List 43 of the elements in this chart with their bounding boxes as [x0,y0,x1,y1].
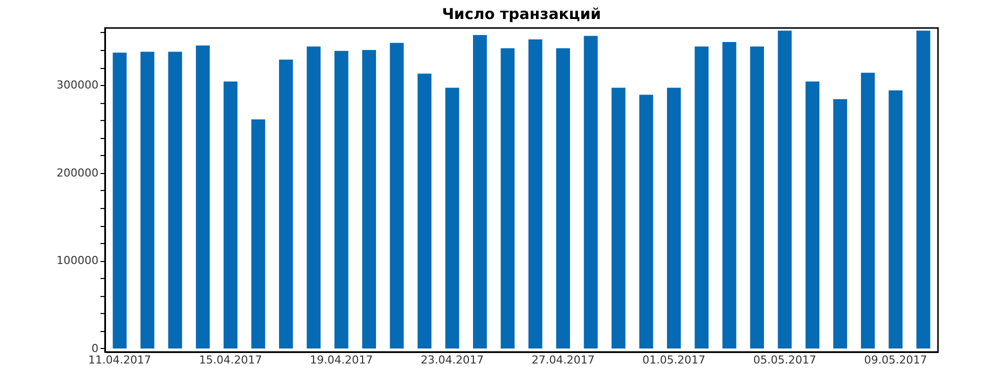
bar [694,46,709,348]
x-tick-label: 19.04.2017 [310,354,373,366]
bar [528,39,542,348]
bar [833,99,848,348]
bar [251,119,266,348]
bar [334,50,348,348]
x-tick-label: 15.04.2017 [199,354,262,366]
bar [224,82,238,348]
x-tick-label: 01.05.2017 [642,354,706,366]
bar [473,35,487,348]
bar [306,46,321,348]
bar [168,52,182,348]
chart-title: Число транзакций [442,5,602,23]
bar [666,88,681,348]
bar [612,88,626,348]
bar [722,42,736,348]
bar [500,48,515,348]
bar [445,88,460,348]
x-tick-label: 23.04.2017 [420,354,484,366]
bar [140,52,154,348]
bar [750,46,764,348]
y-tick-label: 200000 [56,166,98,180]
bar [390,42,404,348]
bar [916,30,930,348]
bar [196,46,210,348]
bar [639,94,654,348]
bar [778,30,792,348]
x-tick-label: 27.04.2017 [532,354,595,366]
bar [806,82,820,348]
bar [888,90,903,348]
bar [860,72,875,348]
bar [418,74,432,348]
x-tick-label: 05.05.2017 [753,354,816,366]
y-tick-label: 300000 [56,78,98,92]
bar [112,52,127,348]
bar [279,60,293,348]
x-tick-label: 11.04.2017 [88,354,152,366]
x-tick-label: 09.05.2017 [864,354,928,366]
bar [556,48,570,348]
y-tick-label: 0 [92,342,98,355]
y-tick-label: 100000 [56,254,98,268]
bar [362,50,376,348]
bar [584,36,598,348]
